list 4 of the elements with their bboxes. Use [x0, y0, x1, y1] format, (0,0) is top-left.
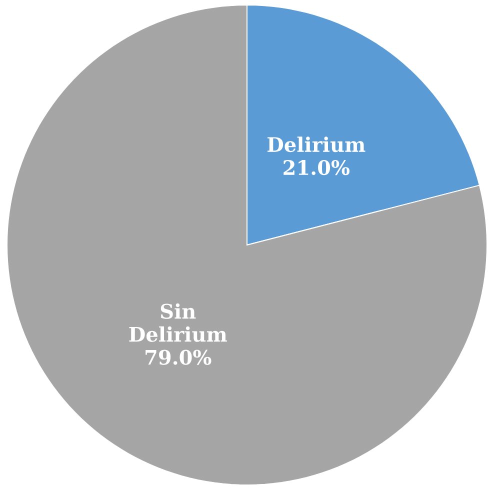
slice-label: Delirium	[268, 136, 366, 152]
data-label: 21.0%	[284, 160, 350, 176]
slice-label: Sin Delirium	[129, 303, 227, 342]
data-label: 79.0%	[146, 350, 212, 365]
